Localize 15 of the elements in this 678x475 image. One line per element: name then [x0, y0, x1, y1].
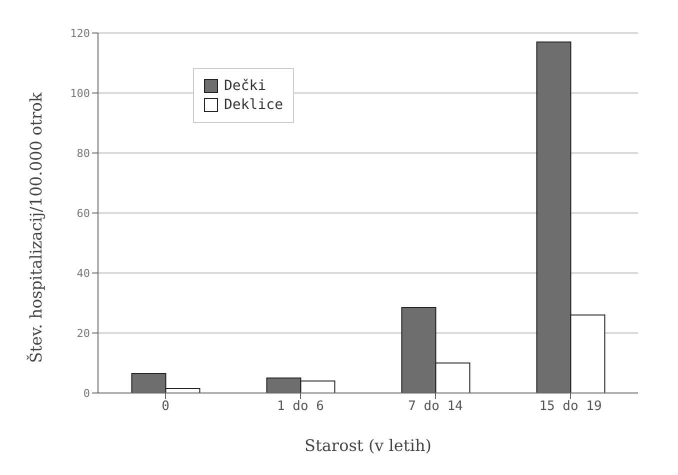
x-axis-title: Starost (v letih): [304, 436, 432, 455]
x-tick-label: 0: [162, 399, 170, 414]
x-tick-label: 15 do 19: [539, 399, 602, 414]
y-tick-label: 60: [76, 206, 90, 220]
y-tick-label: 40: [76, 266, 90, 280]
y-tick-label: 0: [83, 386, 90, 400]
x-tick-label: 1 do 6: [277, 399, 324, 414]
legend-label: Dečki: [224, 78, 266, 94]
legend-label: Deklice: [224, 97, 284, 113]
y-tick-label: 120: [70, 26, 90, 40]
y-tick-label: 20: [76, 326, 90, 340]
x-tick-label: 7 do 14: [408, 399, 464, 414]
y-axis-title: Štev. hospitalizacij/100.000 otrok: [26, 92, 46, 363]
y-tick-label: 100: [70, 86, 90, 100]
y-tick-label: 80: [76, 146, 90, 160]
